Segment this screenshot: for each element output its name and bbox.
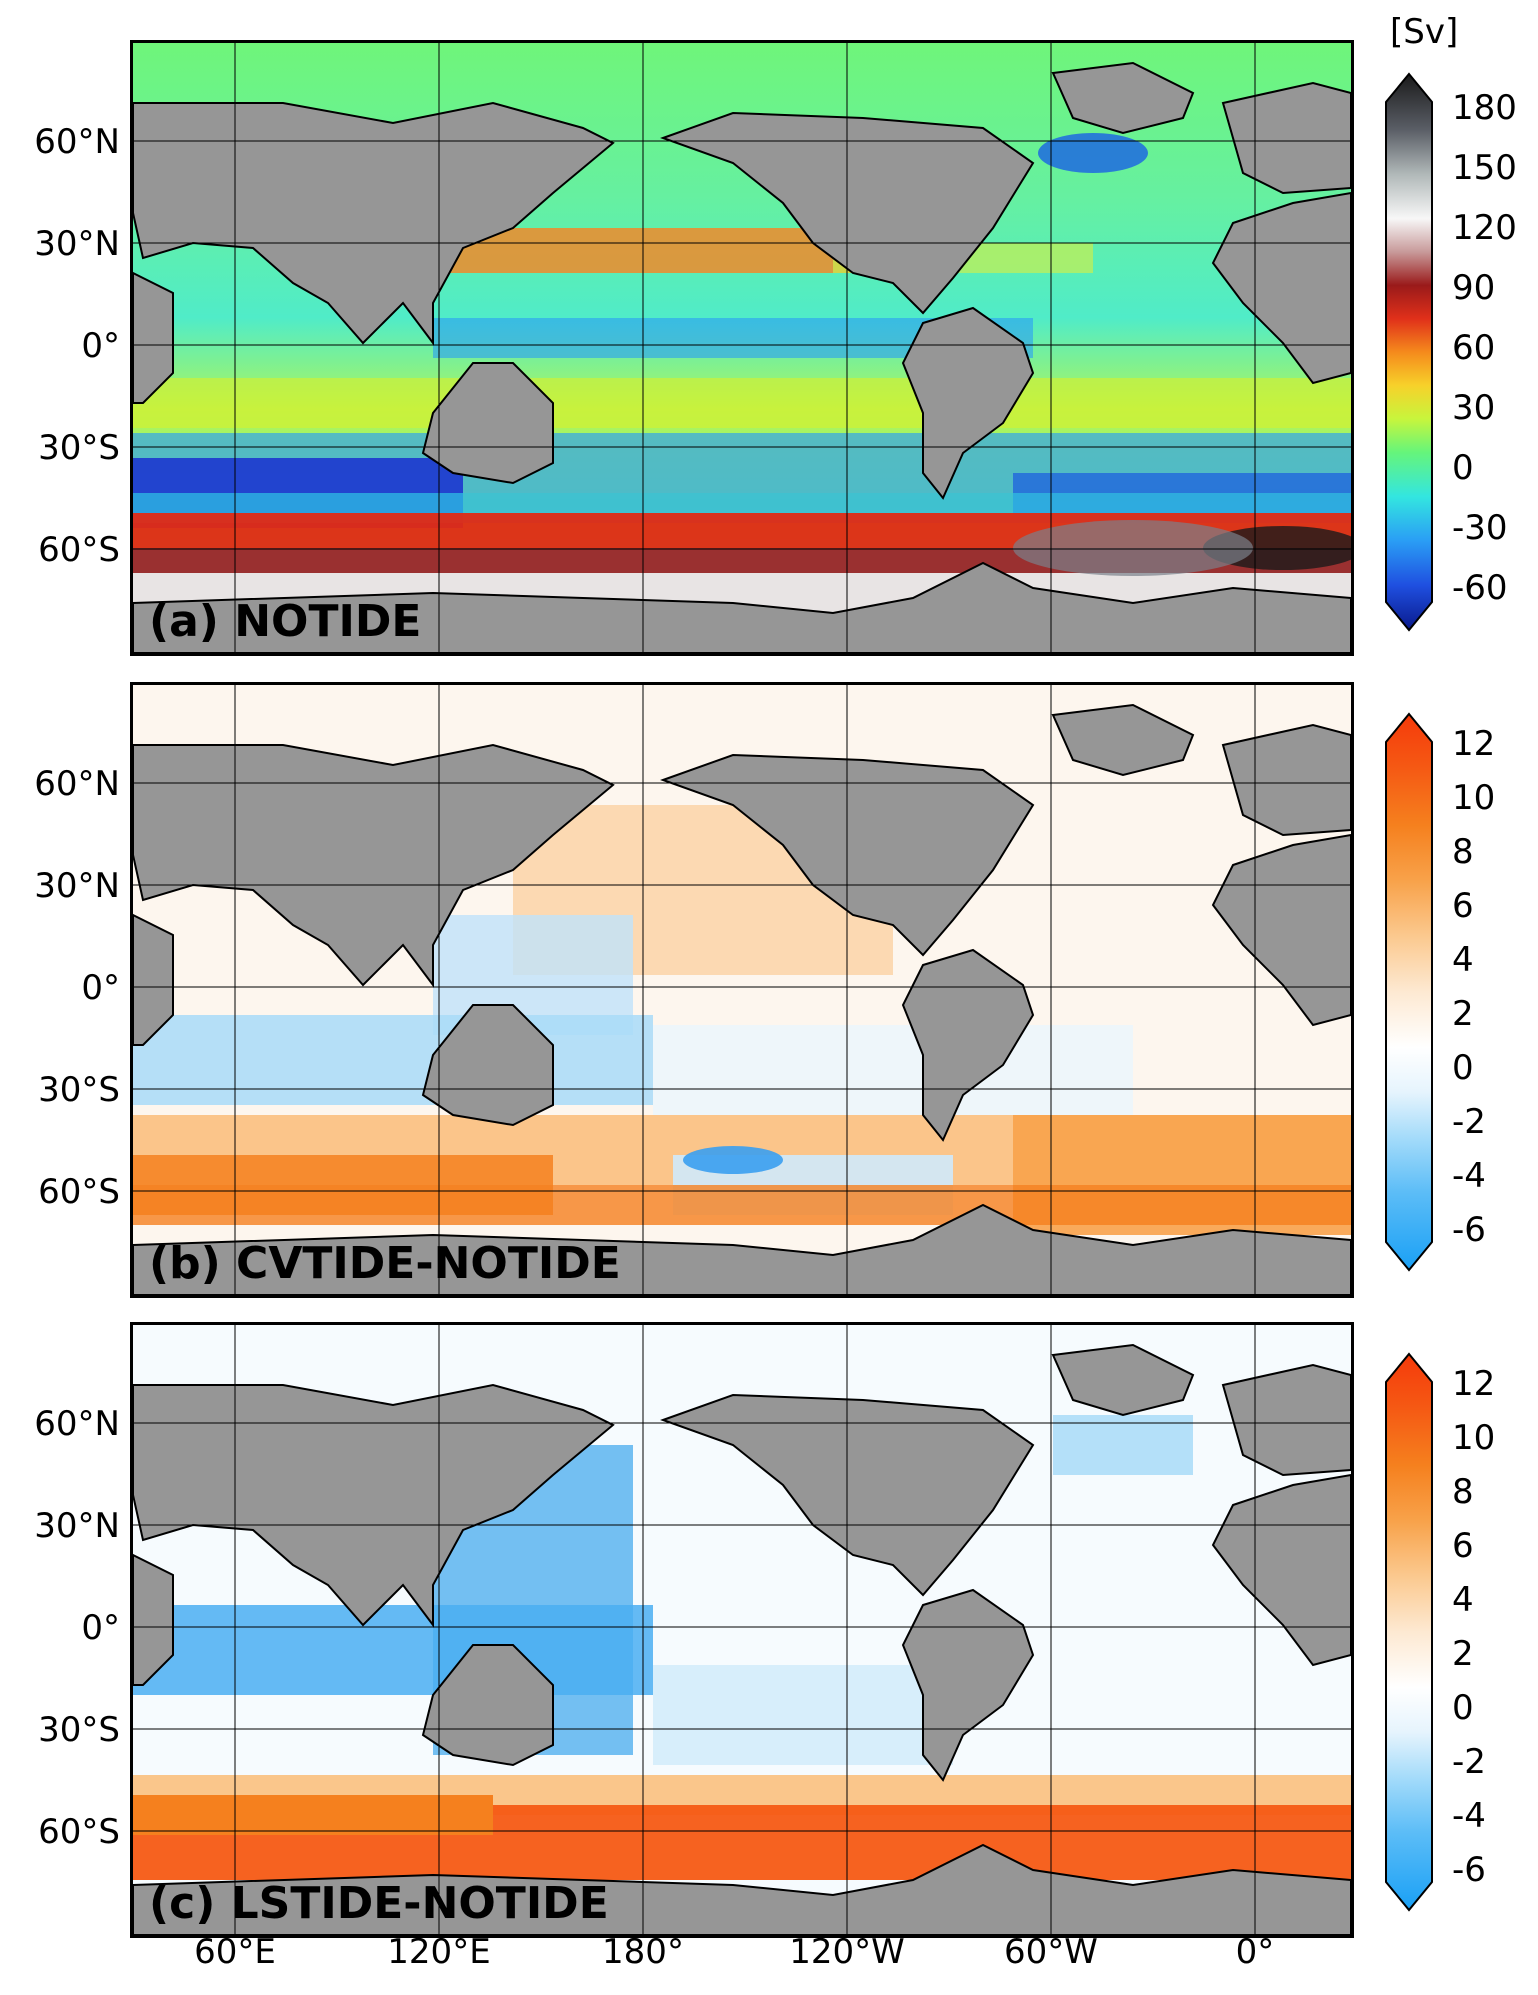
colorbar-c-tick: 6 [1452, 1526, 1474, 1566]
lat-label-60s: 60°S [38, 530, 120, 570]
colorbar-a-tick: -60 [1452, 568, 1508, 608]
lat-label-0: 0° [81, 1608, 120, 1648]
lat-label-60n: 60°N [34, 122, 120, 162]
panel-a-map: (a) NOTIDE [130, 40, 1354, 656]
panel-c-label: (c) LSTIDE-NOTIDE [149, 1878, 609, 1929]
colorbar-c [1385, 1352, 1433, 1912]
negative-region [133, 1605, 653, 1695]
colorbar-a-tick: 0 [1452, 448, 1474, 488]
colorbar-a-tick: 90 [1452, 268, 1496, 308]
negative-region [653, 1025, 1133, 1115]
labrador-blue [1038, 133, 1148, 173]
panel-c-map: (c) LSTIDE-NOTIDE [130, 1322, 1354, 1938]
colorbar-c-tick: -6 [1452, 1850, 1486, 1890]
colorbar-a-tick: -30 [1452, 508, 1508, 548]
lon-label-120e: 120°E [387, 1932, 491, 1972]
colorbar-c-tick: 12 [1452, 1364, 1496, 1404]
lat-label-60n: 60°N [34, 764, 120, 804]
colorbar-b-tick: 6 [1452, 886, 1474, 926]
colorbar-c-tick: 2 [1452, 1634, 1474, 1674]
colorbar-a-tick: 150 [1452, 148, 1517, 188]
panel-a-label: (a) NOTIDE [149, 596, 422, 647]
colorbar-c-tick: 4 [1452, 1580, 1474, 1620]
lat-label-60s: 60°S [38, 1812, 120, 1852]
colorbar-a-tick: 30 [1452, 388, 1496, 428]
colorbar-b-tick: -4 [1452, 1156, 1486, 1196]
lat-label-0: 0° [81, 968, 120, 1008]
negative-spot [683, 1146, 783, 1174]
band [133, 378, 1351, 428]
lon-label-180: 180° [602, 1932, 684, 1972]
colorbar-b-tick: -2 [1452, 1102, 1486, 1142]
lon-label-60w: 60°W [1004, 1932, 1098, 1972]
colorbar-b-tick: 8 [1452, 832, 1474, 872]
lat-label-30n: 30°N [34, 224, 120, 264]
land-masses [133, 61, 1351, 653]
graticule [133, 43, 1351, 653]
colorbar-a [1385, 72, 1433, 632]
negative-region [1053, 1415, 1193, 1475]
lon-label-120w: 120°W [789, 1932, 905, 1972]
panel-b-label: (b) CVTIDE-NOTIDE [149, 1238, 621, 1289]
panel-a-svg [133, 43, 1351, 653]
panel-b-svg [133, 685, 1351, 1295]
colorbar-c-tick: 0 [1452, 1688, 1474, 1728]
colorbar-b [1385, 712, 1433, 1272]
lon-label-0: 0° [1235, 1932, 1275, 1972]
graticule [133, 685, 1351, 1295]
colorbar-b-tick: -6 [1452, 1210, 1486, 1250]
panel-b-map: (b) CVTIDE-NOTIDE [130, 682, 1354, 1298]
land-masses [133, 703, 1351, 1295]
negative-region [653, 1665, 953, 1765]
colorbar-b-tick: 4 [1452, 940, 1474, 980]
lon-label-60e: 60°E [194, 1932, 276, 1972]
lat-label-30s: 30°S [38, 1070, 120, 1110]
lat-label-30n: 30°N [34, 866, 120, 906]
colorbar-c-tick: -4 [1452, 1796, 1486, 1836]
lat-label-60n: 60°N [34, 1404, 120, 1444]
land-masses [133, 1343, 1351, 1935]
colorbar-b-tick: 10 [1452, 778, 1496, 818]
colorbar-c-tick: 10 [1452, 1418, 1496, 1458]
lat-label-30s: 30°S [38, 428, 120, 468]
colorbar-c-tick: 8 [1452, 1472, 1474, 1512]
lat-label-30n: 30°N [34, 1506, 120, 1546]
lat-label-60s: 60°S [38, 1172, 120, 1212]
colorbar-unit-label: [Sv] [1390, 12, 1459, 52]
positive-band [133, 1795, 493, 1835]
weddell-grey [1013, 520, 1253, 576]
colorbar-a-tick: 180 [1452, 88, 1517, 128]
colorbar-c-tick: -2 [1452, 1742, 1486, 1782]
colorbar-a-tick: 120 [1452, 208, 1517, 248]
colorbar-b-tick: 2 [1452, 994, 1474, 1034]
colorbar-a-tick: 60 [1452, 328, 1496, 368]
lat-label-30s: 30°S [38, 1710, 120, 1750]
graticule [133, 1325, 1351, 1935]
lat-label-0: 0° [81, 326, 120, 366]
panel-c-svg [133, 1325, 1351, 1935]
colorbar-b-tick: 0 [1452, 1048, 1474, 1088]
colorbar-b-tick: 12 [1452, 724, 1496, 764]
negative-region [133, 1015, 653, 1105]
positive-band [133, 1185, 1351, 1225]
